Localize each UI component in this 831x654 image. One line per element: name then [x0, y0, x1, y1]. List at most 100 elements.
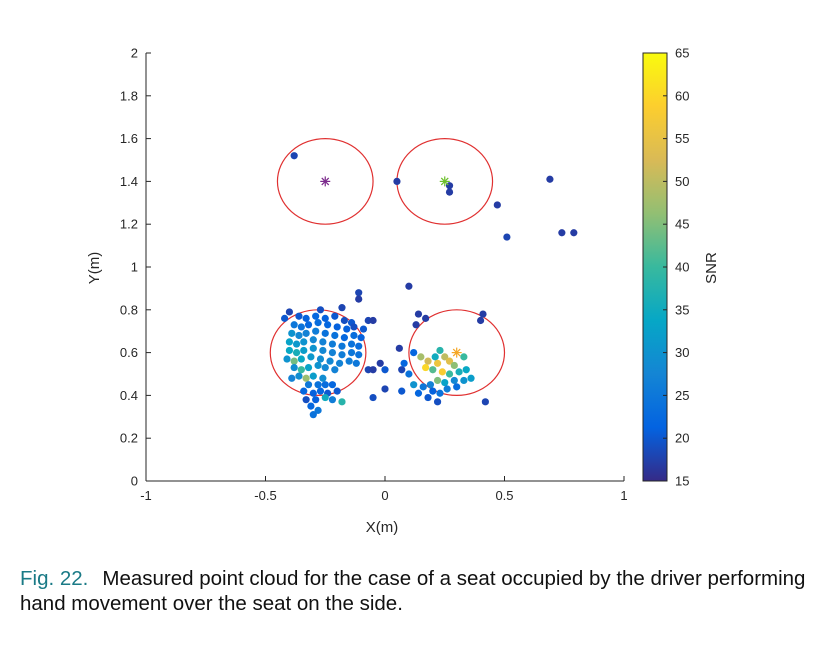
data-point [297, 366, 305, 374]
data-point [338, 398, 346, 406]
data-point [314, 319, 322, 327]
data-point [460, 376, 468, 385]
data-point [422, 363, 430, 372]
data-point [328, 340, 337, 348]
data-point [307, 353, 315, 361]
data-point [445, 357, 454, 365]
data-point [417, 353, 425, 361]
data-point [328, 381, 337, 389]
y-tick-label: 0.4 [120, 388, 138, 403]
data-point [369, 393, 377, 402]
data-point [304, 363, 313, 372]
data-point [347, 340, 356, 348]
data-point [309, 411, 317, 419]
colorbar: 15 20 25 30 35 40 45 50 55 60 65 [642, 46, 689, 489]
data-point [431, 353, 439, 361]
data-point [352, 359, 360, 367]
figure-caption: Fig. 22. Measured point cloud for the cas… [20, 566, 820, 616]
data-point [290, 152, 298, 160]
data-point [493, 201, 501, 209]
data-point [309, 372, 317, 380]
x-tick-label: 0.5 [495, 488, 513, 503]
seat-circle [408, 309, 506, 397]
data-point [326, 357, 334, 365]
data-point [558, 229, 566, 237]
center-marker [439, 176, 450, 187]
caption-text: Measured point cloud for the case of a s… [20, 567, 806, 615]
data-point [290, 321, 298, 329]
data-point [355, 342, 363, 350]
data-point [369, 316, 377, 325]
x-tick-label: 1 [620, 488, 627, 503]
data-point [400, 359, 408, 367]
data-point [338, 304, 346, 312]
data-point [436, 346, 444, 355]
data-point [316, 355, 325, 363]
data-point [340, 316, 348, 325]
y-tick-label: 0.6 [120, 345, 138, 360]
center-marker [451, 347, 462, 358]
colorbar-tick-label: 45 [675, 217, 689, 232]
data-point [288, 329, 296, 337]
data-point [369, 366, 377, 374]
data-point [307, 402, 315, 410]
data-point [304, 381, 313, 389]
data-point [419, 383, 427, 391]
data-point [410, 381, 418, 389]
colorbar-tick-label: 20 [675, 431, 689, 446]
data-point [300, 346, 308, 355]
data-point [312, 396, 320, 404]
data-point [309, 389, 317, 397]
data-point [441, 353, 449, 361]
data-point [436, 389, 444, 397]
x-tick-label: -1 [140, 488, 152, 503]
data-point [381, 385, 389, 393]
y-axis-title: Y(m) [86, 252, 103, 285]
data-point [290, 357, 298, 365]
data-point [343, 325, 351, 333]
data-point [412, 321, 420, 329]
data-point [381, 366, 389, 374]
colorbar-title: SNR [703, 252, 720, 284]
data-point [335, 359, 344, 367]
data-point [300, 387, 308, 395]
data-point [304, 321, 313, 329]
data-point [462, 366, 470, 374]
data-point [283, 355, 291, 363]
colorbar-tick-label: 50 [675, 174, 689, 189]
data-point [288, 374, 296, 382]
data-point [338, 342, 346, 350]
data-point [445, 188, 454, 196]
data-point [321, 314, 329, 322]
colorbar-tick-label: 30 [675, 345, 689, 360]
data-point [405, 282, 413, 290]
data-point [309, 336, 317, 344]
seat-circle [276, 137, 374, 225]
data-point [429, 366, 437, 374]
data-point [433, 398, 442, 406]
data-point [285, 308, 293, 316]
data-point [302, 314, 310, 322]
data-point [295, 331, 303, 340]
data-point [398, 366, 406, 374]
data-point [295, 312, 303, 320]
data-point [359, 325, 368, 333]
y-tick-label: 1 [131, 260, 138, 275]
data-point [455, 368, 463, 376]
colorbar-tick-label: 25 [675, 388, 689, 403]
data-point [302, 374, 310, 382]
colorbar-tick-label: 40 [675, 260, 689, 275]
data-point [355, 351, 363, 359]
data-point [429, 387, 437, 395]
data-point [321, 381, 329, 389]
data-point [281, 314, 289, 322]
data-point [297, 323, 305, 331]
data-point [355, 289, 363, 297]
y-tick-label: 0.8 [120, 302, 138, 317]
data-point [285, 338, 293, 346]
data-point [319, 374, 327, 382]
data-point [546, 175, 554, 183]
data-point [350, 331, 358, 340]
data-point [443, 385, 451, 393]
y-tick-label: 1.8 [120, 88, 138, 103]
